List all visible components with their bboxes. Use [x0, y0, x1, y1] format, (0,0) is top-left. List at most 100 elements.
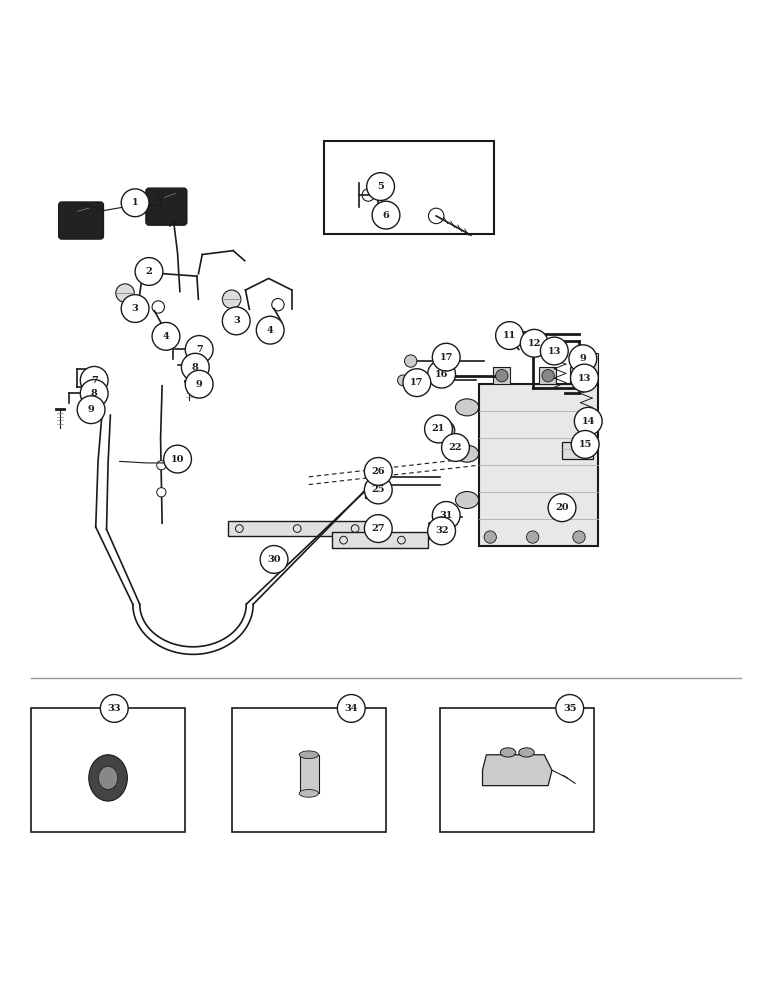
- FancyBboxPatch shape: [232, 708, 386, 832]
- Circle shape: [80, 380, 108, 407]
- Text: 13: 13: [577, 374, 591, 383]
- Text: 5: 5: [378, 182, 384, 191]
- Circle shape: [527, 531, 539, 543]
- Text: 30: 30: [267, 555, 281, 564]
- Circle shape: [121, 295, 149, 322]
- Circle shape: [157, 488, 166, 497]
- Circle shape: [337, 695, 365, 722]
- Circle shape: [364, 458, 392, 485]
- FancyBboxPatch shape: [365, 483, 384, 498]
- Text: 8: 8: [91, 389, 97, 398]
- Circle shape: [445, 440, 466, 460]
- Text: 1: 1: [132, 198, 138, 207]
- Text: 13: 13: [547, 347, 561, 356]
- Ellipse shape: [425, 419, 455, 442]
- FancyBboxPatch shape: [579, 353, 598, 382]
- Circle shape: [432, 343, 460, 371]
- Text: 11: 11: [503, 331, 516, 340]
- Circle shape: [540, 337, 568, 365]
- Ellipse shape: [99, 766, 117, 790]
- FancyBboxPatch shape: [570, 367, 587, 384]
- Circle shape: [425, 415, 452, 443]
- Text: 33: 33: [107, 704, 121, 713]
- Circle shape: [222, 290, 241, 309]
- Text: 9: 9: [196, 380, 202, 389]
- Text: 9: 9: [580, 354, 586, 363]
- Text: 15: 15: [578, 440, 592, 449]
- Ellipse shape: [455, 445, 479, 462]
- Ellipse shape: [500, 748, 516, 757]
- Circle shape: [100, 695, 128, 722]
- Text: 7: 7: [91, 376, 97, 385]
- Circle shape: [573, 531, 585, 543]
- FancyBboxPatch shape: [539, 367, 556, 384]
- Text: 21: 21: [432, 424, 445, 433]
- FancyBboxPatch shape: [332, 532, 428, 548]
- Text: 4: 4: [267, 326, 273, 335]
- Text: 31: 31: [439, 511, 453, 520]
- Circle shape: [398, 375, 408, 386]
- Circle shape: [542, 370, 554, 382]
- Circle shape: [116, 284, 134, 302]
- Circle shape: [407, 370, 419, 383]
- Circle shape: [260, 546, 288, 573]
- Circle shape: [181, 353, 209, 381]
- Circle shape: [185, 370, 213, 398]
- Circle shape: [77, 396, 105, 424]
- Text: 3: 3: [233, 316, 239, 325]
- Text: 2: 2: [146, 267, 152, 276]
- Ellipse shape: [89, 755, 127, 801]
- Circle shape: [496, 322, 523, 349]
- Text: 34: 34: [344, 704, 358, 713]
- Circle shape: [484, 531, 496, 543]
- FancyBboxPatch shape: [31, 708, 185, 832]
- FancyBboxPatch shape: [300, 755, 319, 793]
- Text: 32: 32: [435, 526, 449, 535]
- Text: 27: 27: [371, 524, 385, 533]
- Circle shape: [152, 322, 180, 350]
- Text: 35: 35: [563, 704, 577, 713]
- Circle shape: [185, 336, 213, 363]
- Text: 3: 3: [132, 304, 138, 313]
- FancyBboxPatch shape: [562, 442, 593, 459]
- Circle shape: [403, 369, 431, 397]
- Circle shape: [80, 366, 108, 394]
- FancyBboxPatch shape: [146, 188, 187, 225]
- Circle shape: [364, 476, 392, 504]
- Circle shape: [432, 502, 460, 529]
- Text: 4: 4: [163, 332, 169, 341]
- Circle shape: [405, 355, 417, 367]
- FancyBboxPatch shape: [479, 384, 598, 546]
- Text: 12: 12: [527, 339, 541, 348]
- FancyBboxPatch shape: [440, 708, 594, 832]
- FancyBboxPatch shape: [324, 141, 494, 234]
- Circle shape: [571, 364, 598, 392]
- Text: 6: 6: [383, 211, 389, 220]
- Circle shape: [157, 461, 166, 470]
- Ellipse shape: [300, 790, 318, 797]
- Text: 16: 16: [435, 370, 449, 379]
- Circle shape: [256, 316, 284, 344]
- Circle shape: [372, 201, 400, 229]
- Circle shape: [569, 345, 597, 373]
- Text: 20: 20: [555, 503, 569, 512]
- Circle shape: [428, 517, 455, 545]
- Text: 17: 17: [439, 353, 453, 362]
- Circle shape: [364, 515, 392, 542]
- Circle shape: [573, 370, 585, 382]
- Circle shape: [556, 695, 584, 722]
- Circle shape: [452, 446, 459, 454]
- Circle shape: [367, 173, 394, 200]
- FancyBboxPatch shape: [228, 521, 371, 536]
- Circle shape: [222, 307, 250, 335]
- Ellipse shape: [519, 748, 534, 757]
- Circle shape: [428, 360, 455, 388]
- Circle shape: [442, 434, 469, 461]
- Text: 25: 25: [371, 485, 385, 494]
- Circle shape: [548, 494, 576, 522]
- Circle shape: [496, 370, 508, 382]
- Circle shape: [574, 407, 602, 435]
- Text: 26: 26: [371, 467, 385, 476]
- Text: 7: 7: [196, 345, 202, 354]
- Text: 17: 17: [410, 378, 424, 387]
